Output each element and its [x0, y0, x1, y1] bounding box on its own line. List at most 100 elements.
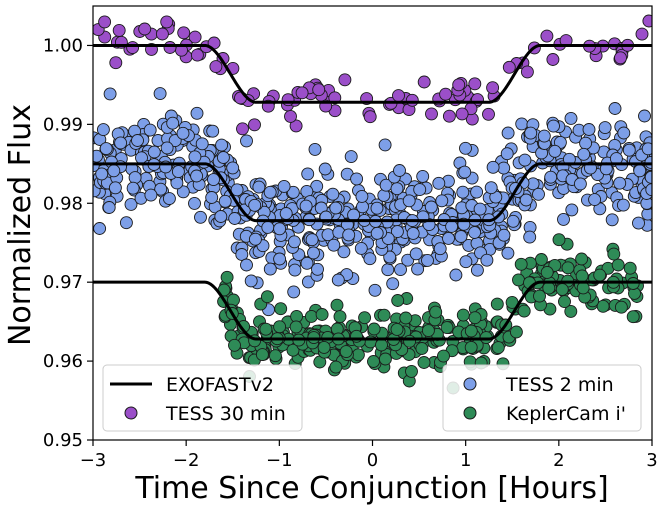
- data-point: [402, 194, 416, 208]
- y-tick-label: 0.96: [43, 351, 83, 372]
- data-point: [166, 116, 180, 130]
- data-point: [289, 119, 303, 133]
- data-point: [263, 262, 277, 276]
- data-point: [470, 263, 484, 277]
- data-point: [544, 170, 558, 184]
- data-point: [274, 302, 288, 316]
- y-tick-label: 1.00: [43, 35, 83, 56]
- data-point: [547, 119, 560, 133]
- data-point: [390, 182, 404, 196]
- data-point: [393, 164, 406, 177]
- data-point: [455, 107, 469, 121]
- data-point: [162, 192, 176, 206]
- data-point: [248, 232, 262, 246]
- data-point: [501, 126, 515, 140]
- data-point: [107, 164, 121, 178]
- y-tick-label: 0.97: [43, 272, 83, 293]
- data-point: [623, 261, 637, 275]
- data-point: [255, 348, 269, 362]
- data-point: [300, 256, 314, 270]
- data-point: [195, 137, 209, 151]
- data-point: [342, 228, 356, 242]
- data-point: [153, 87, 167, 101]
- data-point: [279, 207, 293, 220]
- data-point: [405, 93, 419, 107]
- data-point: [632, 216, 645, 230]
- data-point: [486, 81, 500, 95]
- data-point: [518, 153, 532, 167]
- data-point: [390, 322, 404, 336]
- data-point: [468, 226, 482, 239]
- data-point: [546, 53, 560, 66]
- data-point: [377, 308, 391, 322]
- data-point: [633, 164, 647, 178]
- data-point: [188, 150, 202, 164]
- data-point: [519, 193, 533, 207]
- data-point: [417, 75, 431, 89]
- data-point: [482, 107, 495, 121]
- data-point: [190, 106, 204, 120]
- data-point: [315, 308, 329, 321]
- data-point: [144, 188, 158, 202]
- data-point: [540, 265, 554, 279]
- data-point: [611, 258, 625, 272]
- data-point: [403, 334, 417, 348]
- data-point: [108, 181, 122, 195]
- data-point: [321, 228, 335, 242]
- data-point: [616, 198, 630, 212]
- data-point: [533, 289, 546, 303]
- data-point: [226, 161, 240, 175]
- data-point: [333, 310, 347, 324]
- data-points: [93, 14, 652, 395]
- data-point: [370, 201, 384, 215]
- data-point: [405, 364, 418, 378]
- data-point: [98, 15, 112, 29]
- data-point: [517, 304, 531, 318]
- data-point: [358, 311, 372, 325]
- data-point: [273, 320, 287, 334]
- data-point: [406, 226, 420, 240]
- data-point: [415, 342, 429, 355]
- model-curve-keplercam: [93, 280, 652, 341]
- data-point: [409, 247, 423, 261]
- data-point: [421, 324, 435, 338]
- data-point: [598, 121, 612, 135]
- data-point: [468, 77, 482, 91]
- data-point: [435, 194, 449, 208]
- data-point: [381, 263, 395, 277]
- data-point: [456, 308, 470, 322]
- data-point: [401, 253, 415, 267]
- legend-right-frame: [442, 364, 642, 432]
- data-point: [209, 60, 223, 74]
- data-point: [638, 109, 651, 123]
- data-point: [147, 145, 161, 159]
- data-point: [635, 27, 649, 41]
- model-curves: [93, 43, 652, 341]
- data-point: [588, 193, 602, 207]
- data-point: [605, 213, 619, 227]
- data-point: [337, 245, 351, 259]
- legend-tess30-marker: [124, 406, 138, 420]
- data-point: [96, 123, 110, 137]
- data-point: [99, 142, 113, 156]
- data-point: [188, 30, 202, 44]
- data-point: [318, 162, 332, 176]
- legend-keplercam-label: KeplerCam i': [506, 403, 626, 425]
- data-point: [268, 349, 282, 363]
- data-point: [284, 109, 297, 123]
- data-point: [497, 228, 511, 242]
- data-point: [126, 41, 140, 55]
- data-point: [386, 277, 400, 291]
- data-point: [459, 255, 473, 269]
- data-point: [363, 252, 377, 266]
- data-point: [617, 126, 631, 140]
- x-tick-label: 0: [367, 450, 378, 471]
- data-point: [473, 202, 487, 216]
- data-point: [391, 294, 405, 307]
- data-point: [305, 233, 319, 247]
- data-point: [622, 143, 636, 157]
- legend-tess2-marker: [463, 377, 477, 391]
- model-curve-tess_2min: [93, 162, 652, 223]
- data-point: [338, 73, 352, 87]
- data-point: [220, 270, 234, 284]
